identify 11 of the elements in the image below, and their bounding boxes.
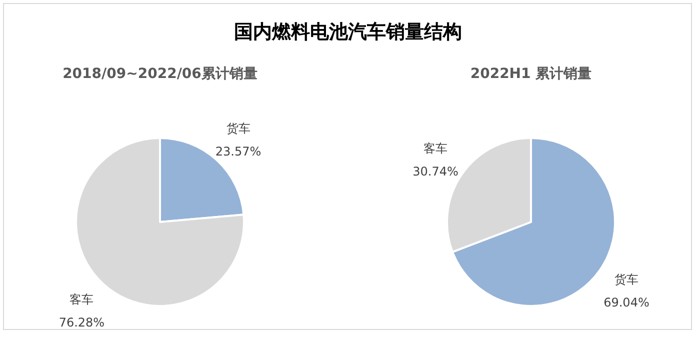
- data-label: 76.28%: [58, 315, 105, 330]
- data-label: 30.74%: [412, 164, 458, 178]
- chart-subtitle: 2018/09~2022/06累计销量: [62, 66, 258, 82]
- data-label: 69.04%: [604, 296, 650, 310]
- chart-subtitle: 2022H1 累计销量: [470, 66, 592, 82]
- slice-label: 客车: [70, 292, 94, 306]
- slice-label: 客车: [424, 141, 448, 156]
- slice-label: 货车: [614, 272, 638, 287]
- data-label: 23.57%: [215, 144, 262, 159]
- text: 国内燃料电池汽车销量结构: [234, 21, 462, 43]
- slice-label: 货车: [226, 122, 250, 136]
